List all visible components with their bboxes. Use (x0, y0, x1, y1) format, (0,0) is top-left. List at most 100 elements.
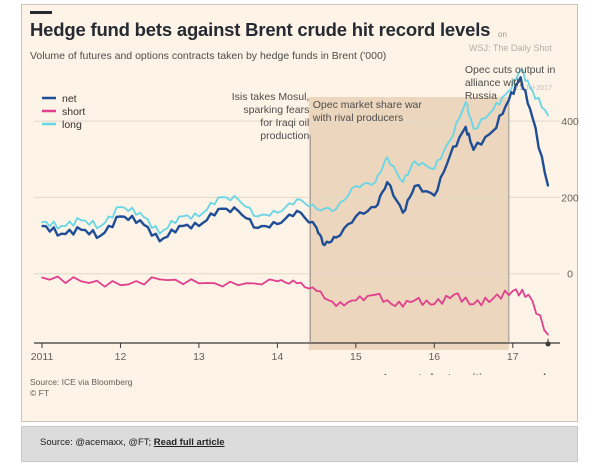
data-point-net-7 (178, 225, 181, 227)
x-tick-label-13: 13 (193, 351, 205, 363)
read-article-link[interactable]: Read full article (153, 437, 225, 448)
data-point-net-0 (41, 225, 43, 227)
data-point-net-3 (100, 234, 102, 237)
data-point-long-27 (519, 68, 522, 71)
data-point-net-8 (198, 225, 200, 227)
data-point-long-7 (178, 215, 181, 218)
data-point-long-23 (464, 101, 467, 103)
line-chart: 0 200 400 2011 12 13 14 15 16 17 Isis takes Mosul… (31, 64, 579, 375)
legend-label-short: short (62, 106, 85, 118)
data-point-long-12 (276, 211, 279, 214)
data-point-long-11 (256, 215, 259, 218)
data-point-short-4 (198, 282, 200, 285)
data-point-net-30 (547, 185, 549, 187)
footer-bar: Source: @acemaxx, @FT; Read full article (21, 426, 578, 462)
legend-label-long: long (62, 119, 82, 131)
data-point-long-8 (198, 215, 200, 218)
data-point-long-0 (41, 221, 43, 224)
data-point-long-17 (374, 181, 377, 183)
data-point-short-11 (374, 293, 377, 296)
x-tick-label-14: 14 (272, 351, 284, 363)
data-point-net-14 (315, 227, 318, 229)
data-point-net-27 (508, 99, 510, 101)
data-point-short-13 (413, 299, 416, 302)
data-point-short-1 (80, 280, 83, 283)
y-tick-label-200: 200 (561, 192, 579, 204)
data-point-net-18 (374, 206, 377, 208)
source-note: Source: ICE via Bloomberg © FT (30, 377, 133, 399)
data-point-net-21 (413, 185, 416, 187)
title-suffix: on (498, 30, 507, 39)
footer-text: Source: @acemaxx, @FT; Read full article (40, 437, 225, 448)
data-point-long-28 (531, 89, 534, 92)
shaded-region-layer (308, 97, 509, 350)
event-line-layer (309, 97, 510, 343)
legend-label-net: net (62, 93, 77, 105)
data-point-net-25 (472, 148, 475, 151)
data-point-net-17 (355, 215, 357, 218)
data-point-net-9 (217, 208, 220, 210)
x-tick-label-16: 16 (428, 351, 440, 363)
data-point-net-19 (386, 181, 389, 183)
annotation-largest-short: Largest short position on record (384, 372, 546, 375)
data-point-net-2 (80, 229, 83, 231)
data-point-short-3 (158, 278, 161, 281)
data-point-short-12 (394, 305, 396, 307)
source-line: Source: ICE via Bloomberg (30, 377, 133, 387)
data-point-long-19 (402, 181, 404, 183)
x-tick-label-17: 17 (507, 351, 519, 363)
data-point-short-9 (335, 305, 338, 307)
data-point-short-2 (119, 284, 122, 286)
chart-subtitle: Volume of futures and options contracts … (30, 50, 387, 62)
data-point-long-9 (217, 196, 220, 199)
data-point-long-2 (80, 219, 83, 222)
tick-label-layer: 0 200 400 2011 12 13 14 15 16 17 (31, 116, 579, 363)
data-point-long-18 (386, 156, 389, 159)
data-point-net-28 (519, 76, 522, 79)
gridline-layer (34, 120, 560, 344)
data-point-net-13 (296, 209, 298, 212)
data-point-short-5 (237, 284, 239, 286)
chart-card: Hedge fund bets against Brent crude hit … (21, 4, 579, 422)
data-point-long-15 (335, 208, 338, 210)
data-point-long-10 (237, 198, 239, 201)
annotation-layer: Isis takes Mosul, sparking fears for Iraqi… (232, 64, 556, 375)
annotation-opec-war: Opec market share war with rival producer… (312, 99, 423, 124)
x-tick-label-12: 12 (115, 351, 127, 363)
data-point-net-4 (119, 215, 122, 218)
data-point-short-16 (472, 303, 475, 306)
data-point-net-10 (237, 209, 239, 212)
data-point-net-16 (335, 236, 338, 239)
copyright-line: © FT (30, 388, 50, 398)
data-point-short-15 (453, 293, 455, 296)
data-point-long-26 (508, 89, 510, 92)
data-point-net-6 (158, 240, 161, 243)
series-line-long (41, 68, 549, 235)
data-point-net-26 (492, 129, 494, 132)
data-point-net-23 (449, 154, 451, 157)
data-point-short-20 (547, 333, 549, 336)
data-point-net-15 (323, 244, 326, 246)
data-point-net-5 (139, 219, 141, 222)
data-point-long-16 (355, 185, 357, 187)
data-point-long-25 (492, 108, 494, 111)
annotation-isis-mosul: Isis takes Mosul, sparking fears for Iraqi… (232, 91, 310, 142)
watermark: WSJ: The Daily Shot (469, 43, 552, 53)
data-point-long-3 (100, 225, 102, 227)
data-point-short-19 (527, 293, 530, 296)
data-point-short-14 (433, 303, 436, 306)
data-point-short-6 (276, 280, 279, 283)
data-point-long-20 (413, 160, 416, 162)
data-point-long-24 (472, 127, 475, 130)
data-point-short-18 (511, 290, 514, 292)
data-point-net-22 (433, 194, 436, 197)
data-point-short-17 (492, 297, 494, 300)
data-point-long-4 (119, 206, 122, 208)
series-layer (41, 68, 550, 336)
x-tick-label-15: 15 (350, 351, 362, 363)
data-point-long-1 (60, 225, 63, 227)
data-point-long-21 (433, 168, 436, 170)
data-point-long-29 (547, 114, 549, 117)
data-point-net-24 (464, 126, 467, 128)
